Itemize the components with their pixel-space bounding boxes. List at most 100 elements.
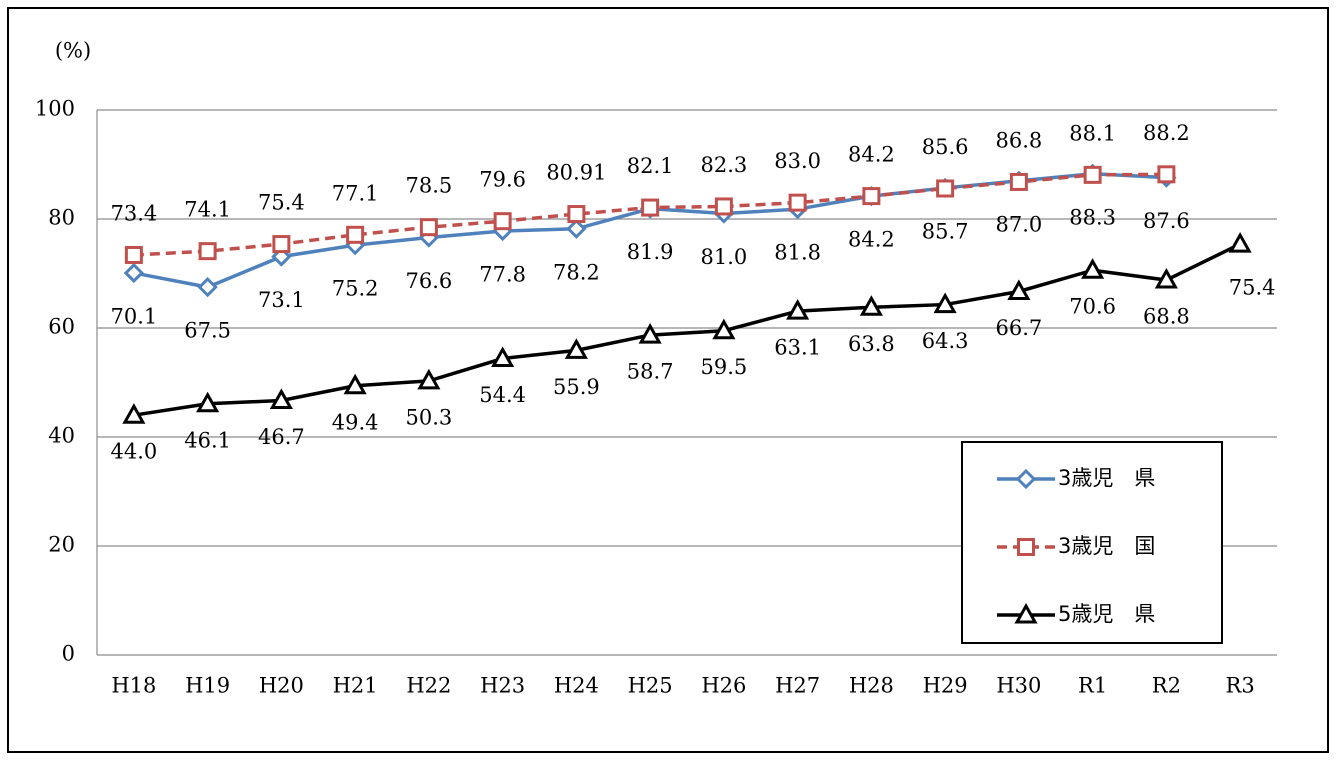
marker [1154, 267, 1178, 289]
marker [1081, 258, 1105, 279]
marker [712, 318, 736, 340]
marker [493, 212, 512, 231]
marker [641, 198, 660, 217]
y-tick-label: 40 [48, 424, 75, 448]
data-label: 76.6 [405, 269, 452, 293]
data-label: 81.0 [700, 245, 747, 269]
marker [788, 193, 807, 212]
marker [1157, 165, 1176, 184]
x-tick-label: H24 [554, 674, 599, 698]
marker [419, 218, 438, 237]
marker [1009, 172, 1028, 191]
legend: 3歳児 県 3歳児 国 5歳児 県 [961, 441, 1223, 644]
marker [936, 179, 955, 198]
marker [343, 373, 367, 395]
data-label: 78.2 [553, 260, 600, 284]
data-label: 67.5 [184, 319, 231, 343]
marker [1007, 279, 1031, 300]
data-label: 68.8 [1143, 305, 1190, 329]
data-label: 77.1 [332, 181, 379, 205]
data-label: 88.3 [1069, 205, 1116, 229]
x-tick-label: H25 [628, 674, 673, 698]
data-label: 88.1 [1069, 121, 1116, 145]
data-label: 73.4 [110, 201, 157, 225]
data-label: 74.1 [184, 198, 231, 222]
marker [491, 346, 515, 368]
data-label: 70.6 [1069, 295, 1116, 319]
x-tick-label: H18 [111, 674, 156, 698]
marker [714, 197, 733, 216]
data-label: 54.4 [479, 383, 526, 407]
marker [862, 187, 881, 206]
x-tick-label: H26 [701, 674, 746, 698]
data-label: 82.1 [627, 154, 674, 178]
data-label: 75.2 [332, 277, 379, 301]
data-label: 88.2 [1143, 121, 1190, 145]
data-label: 73.1 [258, 288, 305, 312]
data-label: 81.8 [774, 241, 821, 265]
marker [198, 242, 217, 261]
data-label: 80.91 [546, 161, 606, 185]
data-label: 78.5 [405, 174, 452, 198]
y-tick-label: 100 [35, 97, 75, 121]
y-tick-label: 60 [48, 315, 75, 339]
data-label: 85.7 [922, 219, 969, 243]
marker [1015, 468, 1037, 490]
x-tick-label: H27 [775, 674, 820, 698]
x-tick-label: H21 [333, 674, 378, 698]
x-tick-label: R2 [1152, 674, 1181, 698]
marker [123, 262, 144, 284]
data-label: 44.0 [110, 440, 157, 464]
data-label: 58.7 [627, 360, 674, 384]
marker [566, 218, 587, 239]
x-tick-label: H22 [406, 674, 451, 698]
marker [196, 391, 220, 413]
series-line [133, 242, 1241, 417]
marker [1014, 602, 1038, 624]
marker [124, 245, 143, 264]
x-tick-label: H19 [185, 674, 230, 698]
data-label: 87.0 [995, 212, 1042, 236]
data-label: 84.2 [848, 143, 895, 167]
marker [1017, 538, 1035, 556]
data-label: 85.6 [922, 135, 969, 159]
marker [271, 246, 292, 267]
data-label: 84.2 [848, 228, 895, 252]
y-axis-label: (%) [55, 39, 91, 63]
legend-box [961, 441, 1223, 644]
data-label: 83.0 [774, 149, 821, 173]
data-label: 46.7 [258, 425, 305, 449]
marker [346, 225, 365, 244]
data-label: 55.9 [553, 375, 600, 399]
data-label: 77.8 [479, 262, 526, 286]
marker [933, 292, 957, 314]
x-tick-label: H30 [996, 674, 1041, 698]
y-tick-label: 80 [48, 206, 75, 230]
marker [567, 205, 586, 224]
data-label: 63.8 [848, 332, 895, 356]
legend-label: 3歳児 国 [1058, 534, 1155, 558]
data-label: 46.1 [184, 428, 231, 452]
data-label: 49.4 [332, 410, 379, 434]
marker [638, 323, 662, 344]
x-tick-label: R3 [1226, 674, 1255, 698]
data-label: 82.3 [700, 153, 747, 177]
marker [1083, 165, 1102, 184]
data-label: 86.8 [995, 128, 1042, 152]
marker [197, 277, 218, 298]
marker [564, 338, 588, 359]
x-tick-label: H20 [259, 674, 304, 698]
x-tick-label: H23 [480, 674, 525, 698]
x-tick-label: R1 [1078, 674, 1107, 698]
legend-label: 3歳児 県 [1058, 466, 1155, 490]
data-label: 63.1 [774, 336, 821, 360]
data-label: 75.4 [258, 191, 305, 215]
data-label: 87.6 [1143, 209, 1190, 233]
y-tick-label: 0 [62, 642, 75, 666]
x-tick-label: H29 [923, 674, 968, 698]
marker [269, 388, 293, 409]
marker [859, 295, 883, 316]
data-label: 79.6 [479, 168, 526, 192]
x-tick-label: H28 [849, 674, 894, 698]
